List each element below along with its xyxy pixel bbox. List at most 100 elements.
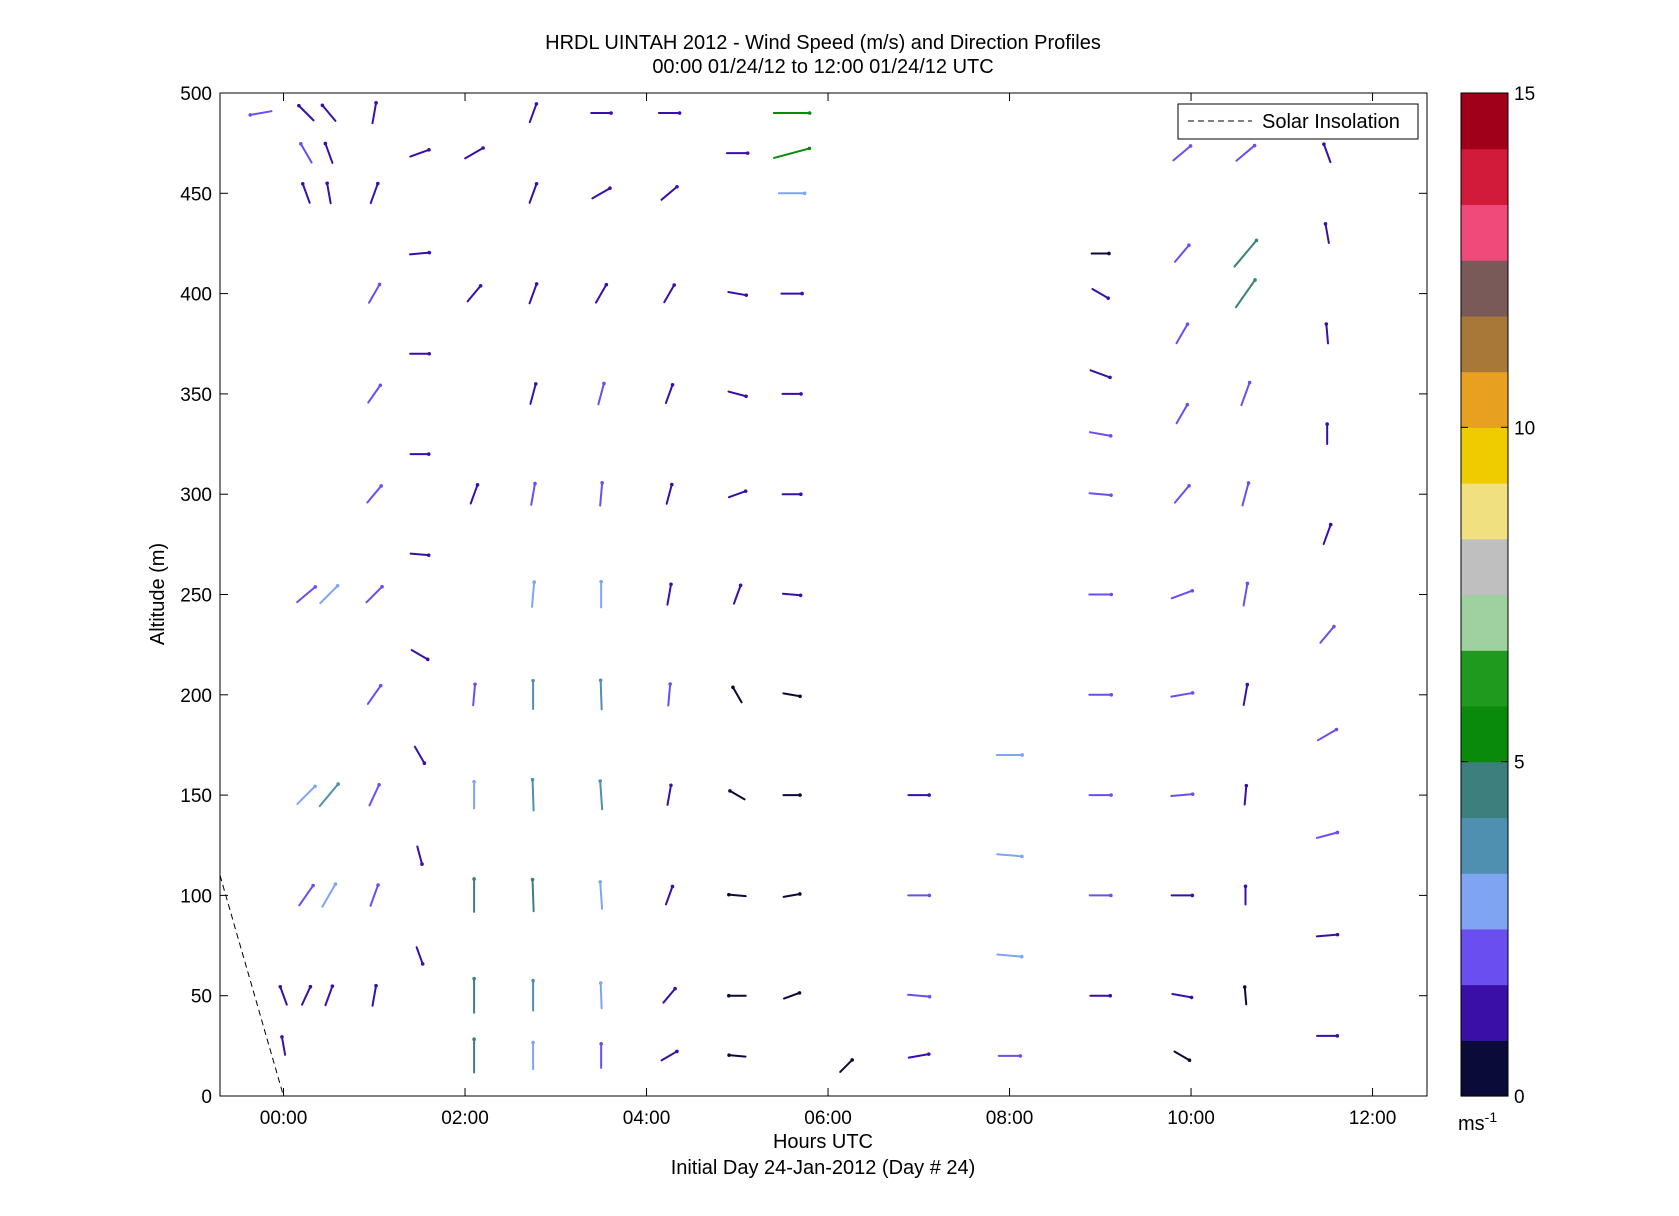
wind-arrow-head: [799, 492, 803, 497]
wind-arrow: [1324, 222, 1330, 245]
wind-arrow-head: [475, 483, 480, 487]
wind-arrow-head: [1020, 854, 1024, 859]
wind-arrow-head: [333, 882, 338, 886]
wind-arrow-head: [1324, 322, 1329, 326]
colorbar-segment: [1461, 483, 1508, 540]
wind-arrow-head: [1335, 932, 1340, 937]
wind-arrow-head: [668, 682, 672, 686]
wind-arrow: [408, 251, 431, 256]
y-tick-label: 500: [180, 84, 212, 105]
colorbar-gradient: [1461, 93, 1508, 1097]
x-axis-ticks: 00:00 02:00 04:00 06:00 08:00 10:00 12:00: [260, 93, 1396, 1129]
wind-arrow-head: [1245, 581, 1250, 586]
wind-arrow: [1175, 403, 1189, 425]
wind-arrow-head: [1328, 522, 1333, 527]
wind-arrow-head: [1109, 893, 1113, 898]
wind-arrow-head: [1247, 380, 1252, 385]
wind-arrow-head: [1187, 483, 1191, 488]
wind-arrow: [319, 584, 339, 605]
wind-arrow: [371, 101, 378, 125]
wind-arrow: [1170, 589, 1194, 600]
wind-arrow-head: [669, 783, 673, 788]
wind-arrow-head: [743, 489, 748, 493]
wind-arrow: [413, 745, 426, 765]
wind-arrow-head: [323, 141, 328, 146]
wind-arrow-head: [807, 146, 812, 151]
wind-arrow-head: [598, 880, 603, 884]
wind-arrow-head: [1019, 954, 1024, 959]
y-tick-label: 300: [180, 485, 212, 506]
wind-arrow: [1315, 933, 1339, 938]
wind-arrow-head: [1107, 251, 1111, 256]
colorbar-segment: [1461, 928, 1508, 986]
wind-arrow-head: [376, 181, 380, 186]
wind-arrow: [249, 110, 273, 116]
wind-arrow-head: [425, 657, 430, 662]
wind-arrow: [466, 284, 482, 303]
wind-arrow: [664, 383, 674, 405]
wind-arrow-head: [422, 761, 427, 766]
wind-arrow-head: [374, 983, 378, 988]
chart-title: HRDL UINTAH 2012 - Wind Speed (m/s) and …: [545, 32, 1101, 54]
wind-arrow: [469, 483, 479, 505]
wind-arrow-head: [1325, 422, 1329, 426]
wind-arrow: [996, 853, 1023, 858]
wind-arrow-head: [1335, 830, 1340, 835]
wind-arrow: [773, 147, 811, 159]
wind-arrow-head: [427, 351, 431, 356]
wind-arrow-head: [325, 181, 329, 186]
wind-arrow-head: [1108, 375, 1112, 380]
wind-arrow-head: [335, 584, 340, 588]
wind-arrow: [782, 991, 801, 1000]
wind-arrow: [368, 783, 381, 807]
wind-arrow-head: [1245, 682, 1250, 687]
wind-arrow-head: [727, 892, 731, 897]
wind-arrow: [301, 182, 311, 204]
wind-arrow-head: [1253, 278, 1257, 282]
wind-arrow: [1173, 484, 1191, 504]
wind-arrow: [664, 885, 674, 906]
colorbar-segment: [1461, 705, 1508, 763]
wind-arrow-head: [602, 381, 606, 386]
wind-arrow-head: [670, 884, 675, 889]
wind-arrow: [663, 283, 676, 304]
wind-arrow: [1173, 1050, 1191, 1062]
wind-arrow-head: [798, 892, 802, 896]
wind-arrow: [1325, 323, 1330, 345]
wind-arrow: [727, 390, 748, 398]
wind-arrow: [907, 993, 931, 998]
wind-arrow: [531, 878, 535, 913]
wind-arrow-head: [1242, 985, 1247, 989]
colorbar-tick-label: 5: [1514, 753, 1525, 774]
wind-arrow: [1319, 625, 1335, 644]
wind-arrow-head: [1109, 493, 1113, 497]
wind-arrow-head: [1018, 1054, 1023, 1058]
wind-arrow: [1174, 244, 1190, 263]
wind-arrow: [731, 686, 743, 704]
wind-arrow-head: [426, 553, 431, 557]
wind-arrow-head: [530, 777, 535, 782]
wind-arrow-head: [478, 284, 483, 288]
wind-arrow: [1235, 144, 1256, 162]
colorbar-segment: [1461, 594, 1508, 651]
wind-arrow-head: [1108, 993, 1113, 998]
wind-arrow: [409, 148, 430, 158]
y-tick-label: 150: [180, 786, 212, 807]
wind-arrow-head: [1322, 142, 1326, 147]
wind-arrow-head: [608, 186, 612, 191]
wind-arrow-head: [534, 181, 539, 186]
x-axis-label: Hours UTC: [773, 1131, 873, 1153]
wind-arrow-head: [800, 291, 804, 296]
wind-arrow: [1091, 288, 1110, 300]
wind-arrow: [531, 581, 536, 608]
wind-arrow: [1233, 239, 1258, 268]
wind-arrow-head: [531, 1040, 535, 1045]
wind-arrow: [839, 1058, 854, 1073]
wind-arrow: [662, 987, 677, 1004]
wind-arrow-head: [533, 481, 537, 486]
wind-arrow-head: [745, 151, 750, 155]
wind-arrow: [599, 880, 604, 910]
wind-arrow-head: [927, 793, 931, 797]
wind-arrow-head: [427, 147, 431, 152]
colorbar-tick-label: 0: [1514, 1087, 1525, 1108]
